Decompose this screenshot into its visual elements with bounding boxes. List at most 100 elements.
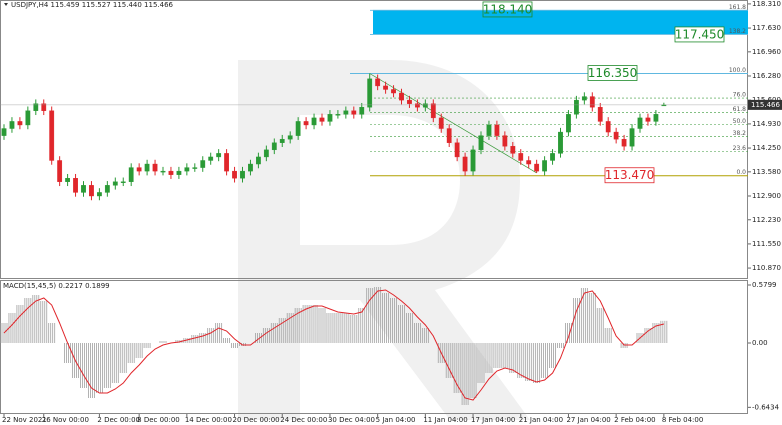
candle-body bbox=[494, 124, 500, 136]
candle-body bbox=[41, 103, 47, 111]
candle-body bbox=[613, 131, 619, 140]
candle-body bbox=[73, 178, 78, 193]
candle-body bbox=[192, 167, 198, 169]
candle-body bbox=[359, 107, 365, 115]
fib-level-label: 138.2 bbox=[729, 28, 746, 35]
candle-body bbox=[415, 103, 420, 108]
candle-body bbox=[478, 135, 484, 151]
low-label-text: 113.470 bbox=[605, 168, 655, 182]
candle-body bbox=[367, 78, 373, 108]
fib-level-label: 76.0 bbox=[733, 92, 747, 99]
candle-body bbox=[510, 146, 516, 154]
candle-body bbox=[566, 114, 571, 133]
x-tick-label: 24 Dec 00:00 bbox=[280, 416, 327, 424]
x-tick-label: 14 Dec 00:00 bbox=[185, 416, 232, 424]
x-tick-label: 11 Jan 04:00 bbox=[423, 416, 467, 424]
candle-body bbox=[216, 153, 222, 158]
candle-body bbox=[128, 167, 134, 182]
candle-body bbox=[200, 160, 206, 168]
symbol-arrow bbox=[4, 3, 8, 6]
fib-level-label: 38.2 bbox=[733, 130, 747, 137]
candle-body bbox=[144, 163, 150, 172]
x-tick-label: 20 Dec 00:00 bbox=[233, 416, 280, 424]
candle-body bbox=[311, 117, 317, 126]
macd-y-tick-label: 0.5799 bbox=[752, 281, 777, 289]
price-panel-frame bbox=[0, 0, 748, 279]
candle-body bbox=[256, 156, 261, 165]
candle-body bbox=[232, 170, 237, 179]
candle-body bbox=[120, 181, 126, 183]
candle-body bbox=[303, 121, 309, 126]
candle-body bbox=[407, 99, 412, 104]
macd-y-tick-label: 0.00 bbox=[752, 339, 768, 347]
candle-body bbox=[629, 128, 635, 147]
candle-body bbox=[454, 142, 460, 158]
candle-body bbox=[375, 78, 381, 87]
candle-body bbox=[574, 99, 579, 115]
candle-body bbox=[534, 163, 540, 172]
x-tick-label: 22 Nov 2021 bbox=[2, 416, 47, 424]
candle-body bbox=[136, 167, 142, 172]
candle-body bbox=[9, 121, 15, 129]
candle-body bbox=[33, 103, 39, 111]
candle-body bbox=[176, 170, 182, 175]
candle-body bbox=[637, 117, 643, 129]
target-label-text: 118.140 bbox=[483, 2, 533, 16]
target-label-frame bbox=[674, 26, 725, 43]
candle-body bbox=[558, 131, 563, 154]
candle-body bbox=[319, 117, 325, 122]
x-tick-label: 17 Jan 04:00 bbox=[471, 416, 515, 424]
candle-body bbox=[486, 124, 492, 136]
candle-body bbox=[422, 103, 428, 108]
candle-body bbox=[57, 160, 63, 182]
fib-level-label: 0.0 bbox=[736, 169, 746, 176]
high-label-frame bbox=[587, 65, 638, 81]
candle-body bbox=[526, 160, 532, 165]
high-label-text: 116.350 bbox=[588, 66, 638, 80]
candle-body bbox=[112, 181, 118, 186]
candle-body bbox=[351, 110, 357, 115]
candle-body bbox=[96, 192, 102, 197]
y-tick-label: 117.630 bbox=[752, 24, 781, 32]
last-price-box bbox=[748, 99, 782, 110]
fib-level-label: 23.6 bbox=[733, 145, 747, 152]
x-tick-label: 8 Feb 04:00 bbox=[662, 416, 703, 424]
x-tick-label: 8 Dec 00:00 bbox=[137, 416, 180, 424]
candle-body bbox=[518, 153, 524, 161]
candle-body bbox=[89, 185, 94, 197]
candle-body bbox=[279, 138, 285, 143]
y-tick-label: 112.230 bbox=[752, 216, 781, 224]
candle-body bbox=[17, 121, 23, 126]
x-tick-label: 30 Dec 04:00 bbox=[328, 416, 375, 424]
candle-body bbox=[152, 163, 158, 172]
macd-y-tick-label: -0.6434 bbox=[752, 403, 780, 411]
fib-level-label: 50.0 bbox=[733, 118, 747, 125]
candle-body bbox=[542, 160, 548, 172]
x-tick-label: 5 Jan 04:00 bbox=[376, 416, 416, 424]
candle-body bbox=[438, 117, 444, 129]
y-tick-label: 114.250 bbox=[752, 144, 781, 152]
candle-body bbox=[224, 153, 229, 172]
y-tick-label: 113.580 bbox=[752, 168, 781, 176]
y-tick-label: 110.870 bbox=[752, 264, 781, 272]
candle-body bbox=[240, 170, 245, 179]
candle-body bbox=[589, 96, 595, 108]
candle-body bbox=[248, 163, 253, 172]
macd-panel-frame bbox=[0, 280, 748, 414]
candle-body bbox=[446, 128, 452, 143]
candle-body bbox=[383, 85, 388, 90]
candle-body bbox=[653, 114, 659, 122]
candle-body bbox=[645, 117, 651, 122]
y-tick-label: 118.310 bbox=[752, 0, 781, 8]
candle-body bbox=[295, 121, 301, 136]
x-tick-label: 2 Feb 04:00 bbox=[614, 416, 655, 424]
high-label: 116.350 bbox=[587, 65, 638, 81]
y-tick-label: 111.550 bbox=[752, 240, 781, 248]
trend-line bbox=[369, 73, 537, 174]
candle-body bbox=[65, 178, 71, 182]
candle-body bbox=[597, 107, 603, 122]
candle-body bbox=[621, 138, 627, 147]
low-label: 113.470 bbox=[604, 167, 655, 184]
candle-body bbox=[335, 114, 341, 116]
